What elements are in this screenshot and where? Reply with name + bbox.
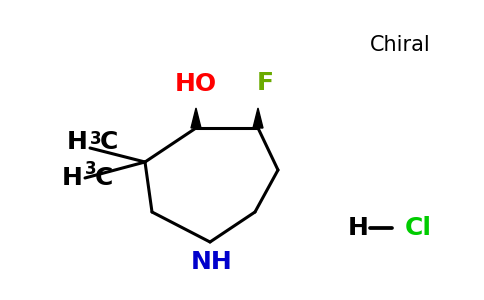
Text: Chiral: Chiral: [370, 35, 430, 55]
Text: NH: NH: [191, 250, 233, 274]
Text: C: C: [95, 166, 113, 190]
Text: H: H: [62, 166, 83, 190]
Text: Cl: Cl: [405, 216, 432, 240]
Text: 3: 3: [90, 130, 102, 148]
Text: C: C: [100, 130, 119, 154]
Polygon shape: [191, 108, 201, 128]
Text: H: H: [348, 216, 368, 240]
Text: H: H: [67, 130, 88, 154]
Polygon shape: [253, 108, 263, 128]
Text: F: F: [257, 71, 273, 95]
Text: HO: HO: [175, 72, 217, 96]
Text: 3: 3: [85, 160, 97, 178]
